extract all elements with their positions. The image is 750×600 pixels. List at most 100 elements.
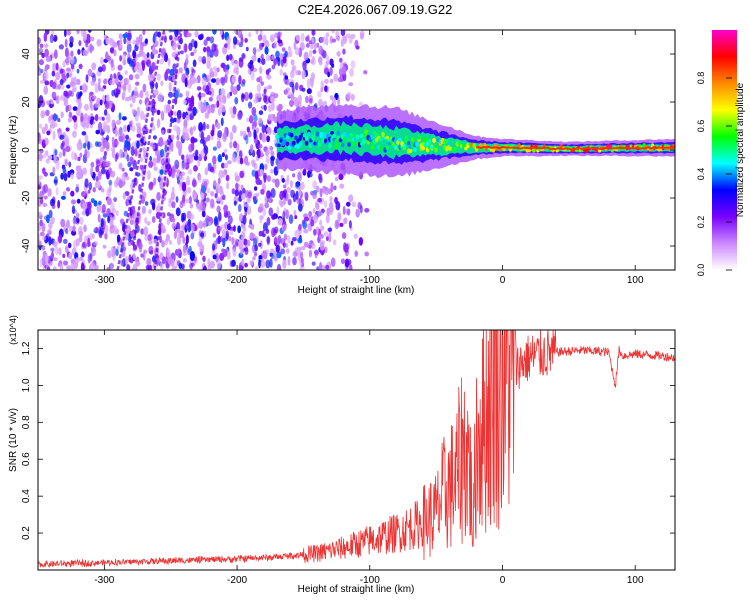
noise-speck bbox=[266, 175, 272, 182]
noise-speck bbox=[270, 188, 276, 198]
noise-speck bbox=[315, 226, 320, 236]
ridge-blob bbox=[304, 140, 309, 146]
noise-speck bbox=[270, 248, 275, 254]
noise-speck bbox=[355, 208, 360, 218]
noise-speck bbox=[251, 106, 257, 116]
noise-speck bbox=[153, 49, 159, 55]
noise-speck bbox=[231, 188, 236, 195]
noise-speck bbox=[237, 111, 243, 121]
noise-speck bbox=[261, 58, 266, 66]
noise-speck bbox=[349, 67, 354, 77]
noise-speck bbox=[57, 199, 61, 209]
noise-speck bbox=[159, 235, 162, 244]
noise-speck bbox=[68, 90, 72, 97]
noise-speck bbox=[171, 222, 177, 230]
noise-speck bbox=[200, 33, 204, 40]
noise-speck bbox=[291, 236, 297, 242]
noise-speck bbox=[182, 258, 187, 263]
ridge-blob bbox=[332, 133, 337, 139]
noise-speck bbox=[330, 257, 336, 268]
noise-speck bbox=[152, 135, 157, 140]
noise-speck bbox=[187, 221, 191, 227]
noise-speck bbox=[38, 103, 41, 109]
noise-speck bbox=[144, 38, 148, 44]
noise-speck bbox=[130, 205, 136, 215]
noise-speck bbox=[314, 249, 318, 259]
noise-speck bbox=[60, 195, 66, 200]
noise-speck bbox=[118, 74, 123, 81]
noise-speck bbox=[78, 230, 84, 237]
noise-speck bbox=[258, 255, 263, 260]
noise-speck bbox=[159, 261, 164, 270]
noise-speck bbox=[257, 242, 262, 247]
noise-speck bbox=[210, 191, 215, 197]
noise-speck bbox=[354, 250, 359, 258]
noise-streak bbox=[132, 101, 156, 247]
noise-speck bbox=[134, 147, 138, 157]
noise-speck bbox=[205, 46, 211, 53]
noise-speck bbox=[52, 266, 57, 270]
noise-speck bbox=[175, 207, 181, 217]
noise-speck bbox=[190, 136, 196, 145]
noise-speck bbox=[62, 147, 66, 157]
noise-speck bbox=[318, 45, 324, 55]
noise-speck bbox=[246, 126, 251, 133]
noise-speck bbox=[38, 47, 44, 52]
noise-speck bbox=[319, 219, 323, 226]
noise-speck bbox=[303, 241, 309, 248]
noise-speck bbox=[253, 114, 258, 123]
noise-speck bbox=[298, 70, 302, 76]
noise-speck bbox=[131, 94, 136, 104]
noise-speck bbox=[178, 175, 184, 182]
noise-speck bbox=[248, 92, 253, 100]
noise-speck bbox=[52, 166, 56, 174]
noise-speck bbox=[202, 121, 206, 131]
noise-speck bbox=[255, 177, 261, 185]
noise-speck bbox=[63, 134, 69, 145]
noise-speck bbox=[66, 30, 72, 36]
noise-speck bbox=[247, 191, 252, 199]
noise-speck bbox=[181, 73, 186, 84]
noise-speck bbox=[113, 197, 118, 203]
noise-speck bbox=[171, 265, 177, 270]
noise-speck bbox=[215, 183, 221, 190]
noise-speck bbox=[265, 69, 270, 75]
noise-speck bbox=[216, 100, 220, 108]
noise-speck bbox=[42, 202, 48, 207]
noise-speck bbox=[146, 220, 151, 226]
noise-speck bbox=[76, 198, 81, 204]
noise-speck bbox=[119, 218, 125, 225]
noise-speck bbox=[104, 224, 109, 235]
noise-speck bbox=[88, 182, 93, 191]
noise-speck bbox=[213, 180, 217, 187]
noise-speck bbox=[285, 248, 290, 254]
noise-speck bbox=[265, 155, 270, 164]
noise-speck bbox=[311, 261, 316, 266]
noise-speck bbox=[232, 86, 238, 94]
noise-speck bbox=[253, 98, 259, 104]
ridge-blob bbox=[398, 137, 402, 142]
noise-speck bbox=[273, 126, 278, 134]
noise-speck bbox=[159, 148, 165, 158]
noise-speck bbox=[120, 259, 125, 267]
ridge-blob bbox=[292, 140, 296, 146]
noise-speck bbox=[138, 49, 144, 57]
noise-speck bbox=[197, 202, 203, 213]
noise-speck bbox=[337, 96, 340, 107]
noise-speck bbox=[215, 77, 220, 86]
noise-speck bbox=[320, 208, 325, 214]
noise-speck bbox=[261, 124, 266, 134]
noise-speck bbox=[185, 198, 191, 204]
noise-speck bbox=[77, 100, 83, 110]
noise-speck bbox=[94, 114, 99, 122]
ridge-blob bbox=[385, 145, 390, 151]
noise-speck bbox=[318, 233, 324, 239]
noise-speck bbox=[334, 176, 339, 182]
noise-speck bbox=[77, 48, 81, 55]
noise-speck bbox=[321, 264, 326, 270]
noise-speck bbox=[106, 250, 112, 259]
noise-speck bbox=[204, 137, 209, 143]
noise-speck bbox=[275, 244, 280, 253]
noise-speck bbox=[300, 245, 306, 251]
noise-speck bbox=[100, 87, 105, 92]
